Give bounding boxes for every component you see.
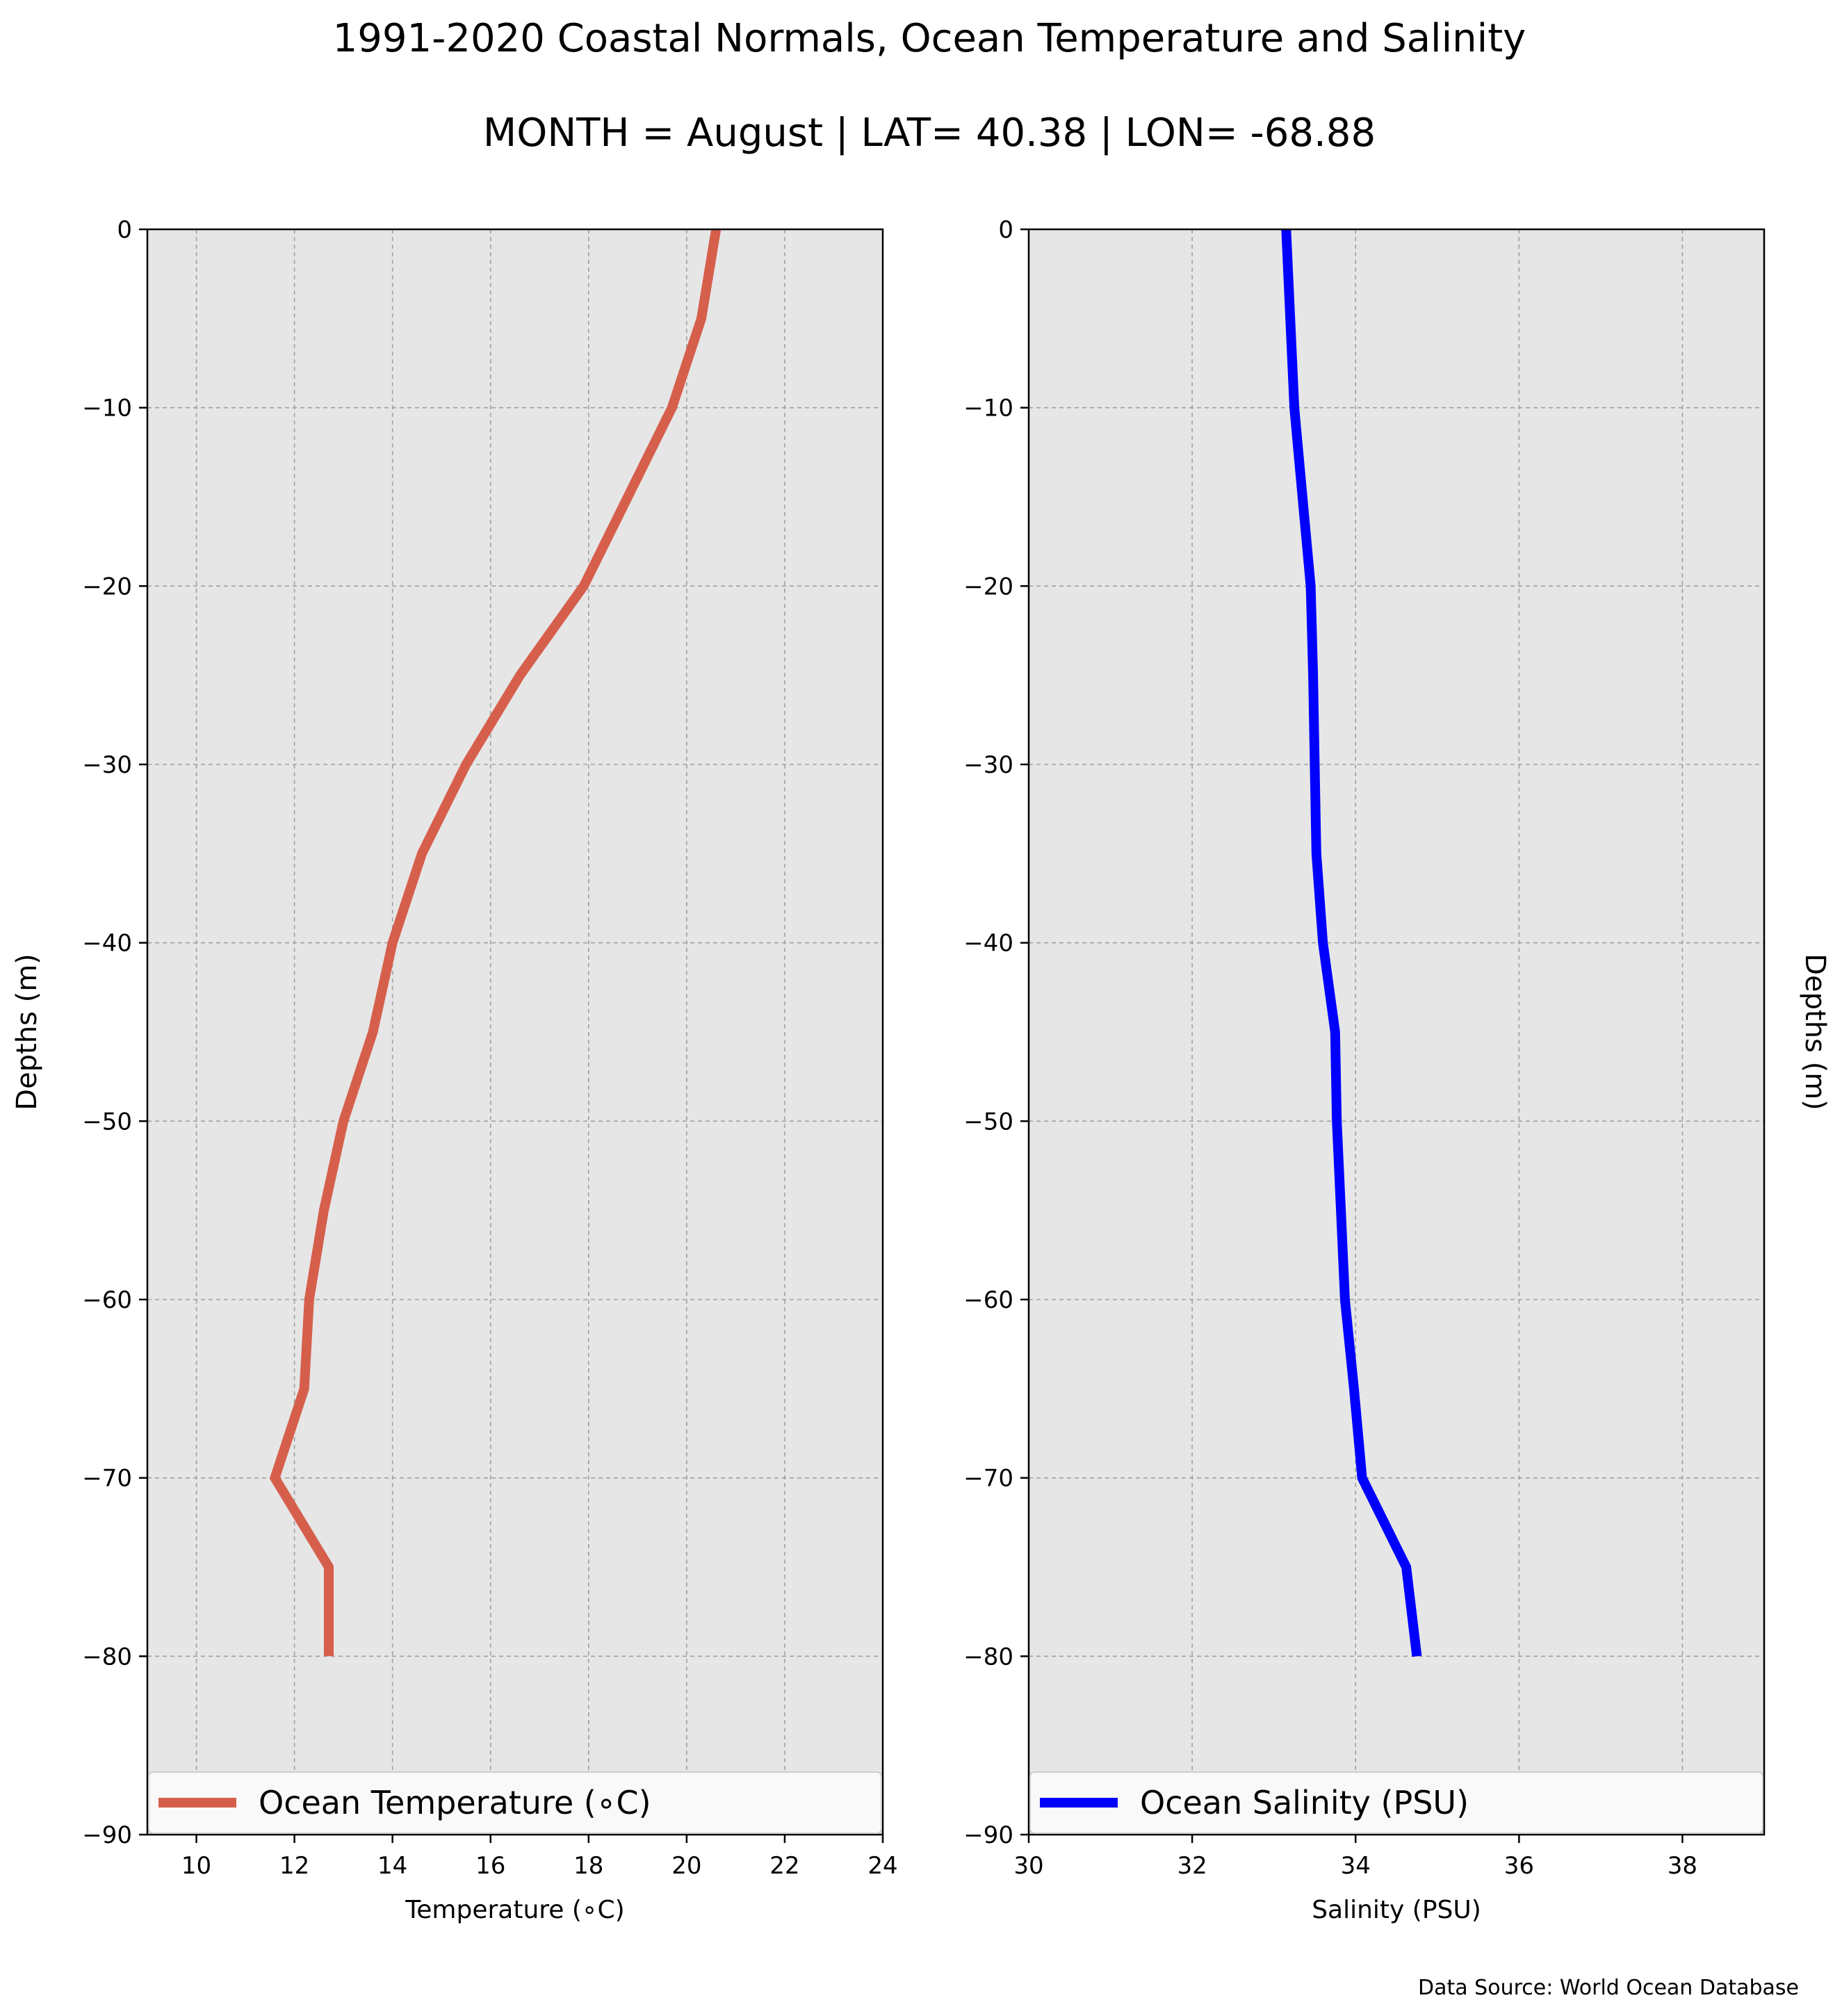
temperature-y-axis-label: Depths (m) [11,953,43,1111]
salinity-profile-line [1281,229,1422,1657]
salinity-panel: 30 32 34 36 38 0 −10 −20 −30 −40 −50 −60 −70 −80 −90 O… [963,216,1831,1924]
temperature-legend-box [148,1771,882,1834]
salinity-y-tick-label: −90 [963,1821,1013,1849]
temperature-y-tick-label: −90 [82,1821,132,1849]
salinity-y-tick-label: −70 [963,1465,1013,1493]
temperature-y-tick-label: −60 [82,1286,132,1314]
salinity-legend-box [1029,1771,1763,1834]
temperature-y-tick-label: −70 [82,1465,132,1493]
temperature-legend: Ocean Temperature (∘C) [148,1771,882,1834]
temperature-axes-frame [146,228,884,1836]
temperature-grid [147,229,883,1835]
data-source-note: Data Source: World Ocean Database [1418,1976,1799,2000]
temperature-x-tick-label: 14 [377,1852,407,1880]
salinity-y-tick-label: −60 [963,1286,1013,1314]
salinity-x-tick-label: 38 [1668,1852,1697,1880]
salinity-x-tick-label: 30 [1013,1852,1043,1880]
temperature-legend-label: Ocean Temperature (∘C) [259,1784,651,1821]
salinity-legend: Ocean Salinity (PSU) [1029,1771,1763,1834]
salinity-legend-label: Ocean Salinity (PSU) [1140,1784,1469,1821]
temperature-series-layer [269,228,722,1657]
temperature-plot-background [147,229,883,1835]
salinity-y-tick-label: −50 [963,1108,1013,1136]
temperature-y-tick-label: −10 [82,395,132,423]
temperature-x-tick-label: 16 [475,1852,505,1880]
temperature-profile-line [269,228,722,1657]
salinity-y-tick-label: −20 [963,573,1013,600]
temperature-y-tick-label: 0 [117,216,132,244]
temperature-panel: 10 12 14 16 18 20 22 24 0 −10 −20 −30 −40 −50 −60 −70 −8… [11,216,898,1924]
salinity-x-tick-label: 34 [1341,1852,1371,1880]
salinity-y-tick-label: −30 [963,751,1013,779]
salinity-ticks: 30 32 34 36 38 0 −10 −20 −30 −40 −50 −60 −70 −80 −90 [963,216,1697,1880]
temperature-y-tick-label: −30 [82,751,132,779]
salinity-x-tick-label: 32 [1177,1852,1207,1880]
salinity-y-axis-label: Depths (m) [1799,953,1831,1111]
salinity-grid [1029,229,1764,1835]
temperature-y-tick-label: −40 [82,930,132,958]
temperature-x-tick-label: 22 [769,1852,799,1880]
salinity-y-tick-label: −80 [963,1643,1013,1671]
salinity-y-tick-label: −40 [963,930,1013,958]
salinity-series-layer [1281,229,1422,1657]
temperature-y-tick-label: −50 [82,1108,132,1136]
salinity-plot-background [1029,229,1764,1835]
salinity-axes-frame [1027,228,1766,1836]
temperature-x-tick-label: 24 [867,1852,897,1880]
salinity-y-tick-label: 0 [998,216,1013,244]
temperature-x-tick-label: 18 [573,1852,603,1880]
temperature-x-tick-label: 12 [279,1852,309,1880]
chart-title: 1991-2020 Coastal Normals, Ocean Tempera… [333,16,1526,61]
chart-subtitle: MONTH = August | LAT= 40.38 | LON= -68.8… [483,110,1376,156]
temperature-x-axis-label: Temperature (∘C) [405,1896,624,1924]
temperature-x-tick-label: 20 [671,1852,701,1880]
temperature-y-tick-label: −80 [82,1643,132,1671]
temperature-x-tick-label: 10 [181,1852,211,1880]
temperature-y-tick-label: −20 [82,573,132,600]
salinity-y-tick-label: −10 [963,395,1013,423]
temperature-ticks: 10 12 14 16 18 20 22 24 0 −10 −20 −30 −40 −50 −60 −70 −8… [82,216,897,1880]
salinity-x-tick-label: 36 [1504,1852,1534,1880]
salinity-x-axis-label: Salinity (PSU) [1312,1896,1481,1924]
